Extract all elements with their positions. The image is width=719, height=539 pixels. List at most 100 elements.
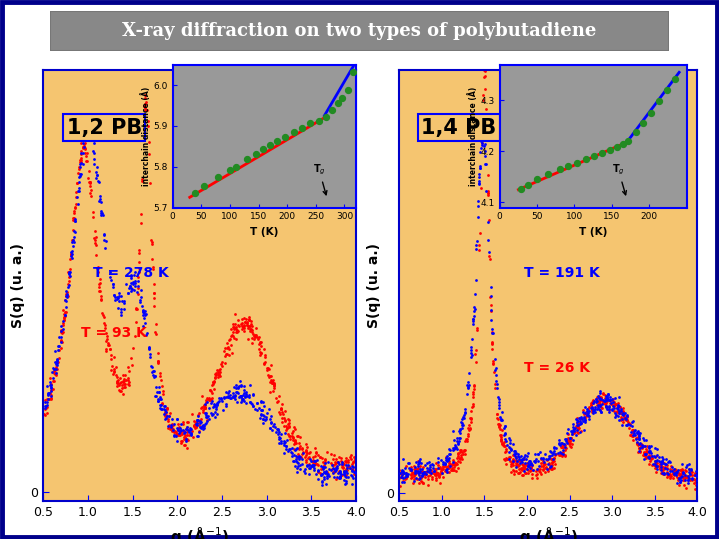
Point <box>577 417 589 426</box>
Point <box>642 446 654 455</box>
Point <box>283 416 295 425</box>
Point <box>309 444 321 452</box>
Point <box>228 392 239 401</box>
Point <box>605 146 616 154</box>
Point <box>618 412 630 421</box>
Point <box>339 469 350 478</box>
Point <box>608 404 619 412</box>
Point <box>468 303 480 312</box>
Point <box>463 381 475 389</box>
Point <box>690 485 701 493</box>
Point <box>408 465 419 474</box>
Point <box>603 403 615 411</box>
Point <box>63 277 75 285</box>
Point <box>487 337 498 346</box>
Point <box>571 423 582 431</box>
Point <box>487 356 498 365</box>
Point <box>322 470 334 479</box>
Point <box>444 460 456 468</box>
Point <box>395 473 406 481</box>
Point <box>532 450 544 458</box>
Point <box>668 469 679 478</box>
Point <box>244 315 255 323</box>
Point <box>460 435 472 444</box>
Point <box>669 471 680 479</box>
Point <box>53 342 65 350</box>
Point <box>41 409 52 418</box>
Point <box>640 451 651 459</box>
Point <box>508 458 519 467</box>
Point <box>150 392 161 400</box>
Point <box>195 423 206 432</box>
Point <box>637 442 649 451</box>
Point <box>562 429 573 438</box>
Point <box>344 464 355 473</box>
Point <box>52 357 64 366</box>
Point <box>679 475 690 484</box>
Point <box>75 147 86 156</box>
Point <box>441 451 453 460</box>
Point <box>63 273 75 281</box>
Point <box>73 169 84 178</box>
Point <box>629 425 641 434</box>
Point <box>638 447 650 456</box>
Point <box>247 329 258 338</box>
Point <box>413 457 425 465</box>
Point <box>661 454 672 463</box>
Point <box>615 403 626 412</box>
Point <box>100 237 111 245</box>
Point <box>132 290 144 299</box>
Point <box>485 301 497 309</box>
Point <box>222 389 234 397</box>
Point <box>273 427 285 436</box>
Point <box>592 392 604 400</box>
Point <box>577 408 589 417</box>
Point <box>64 268 75 277</box>
Point <box>96 206 107 215</box>
Point <box>155 405 166 414</box>
Point <box>436 468 447 477</box>
Point <box>572 417 584 426</box>
Point <box>274 410 285 418</box>
Point <box>240 315 252 323</box>
Point <box>450 467 462 475</box>
Point <box>114 289 125 298</box>
Point <box>196 417 207 426</box>
Point <box>262 370 273 379</box>
Point <box>674 478 686 486</box>
Point <box>495 431 506 439</box>
Point <box>441 467 453 476</box>
Point <box>239 392 251 401</box>
Point <box>198 421 209 430</box>
Point <box>163 411 175 420</box>
Point <box>546 458 558 467</box>
Point <box>636 440 647 448</box>
Point <box>636 444 648 453</box>
Point <box>491 410 503 418</box>
Point <box>45 393 56 402</box>
Point <box>667 469 679 478</box>
Point <box>518 462 530 471</box>
Point <box>314 469 326 478</box>
Point <box>501 455 513 464</box>
Point <box>546 454 558 463</box>
Point <box>62 288 73 296</box>
Point <box>601 403 613 411</box>
Point <box>295 465 306 473</box>
Point <box>482 170 493 179</box>
Point <box>57 321 68 329</box>
Point <box>178 427 190 436</box>
Point <box>482 191 494 199</box>
Point <box>661 473 672 481</box>
Point <box>50 365 62 374</box>
Point <box>204 385 216 394</box>
Point <box>255 411 267 419</box>
Point <box>677 473 689 482</box>
Point <box>521 451 532 460</box>
Point <box>68 213 79 222</box>
Point <box>600 395 612 403</box>
Point <box>152 397 163 405</box>
Point <box>164 412 175 420</box>
Point <box>442 463 454 472</box>
Point <box>494 425 505 433</box>
